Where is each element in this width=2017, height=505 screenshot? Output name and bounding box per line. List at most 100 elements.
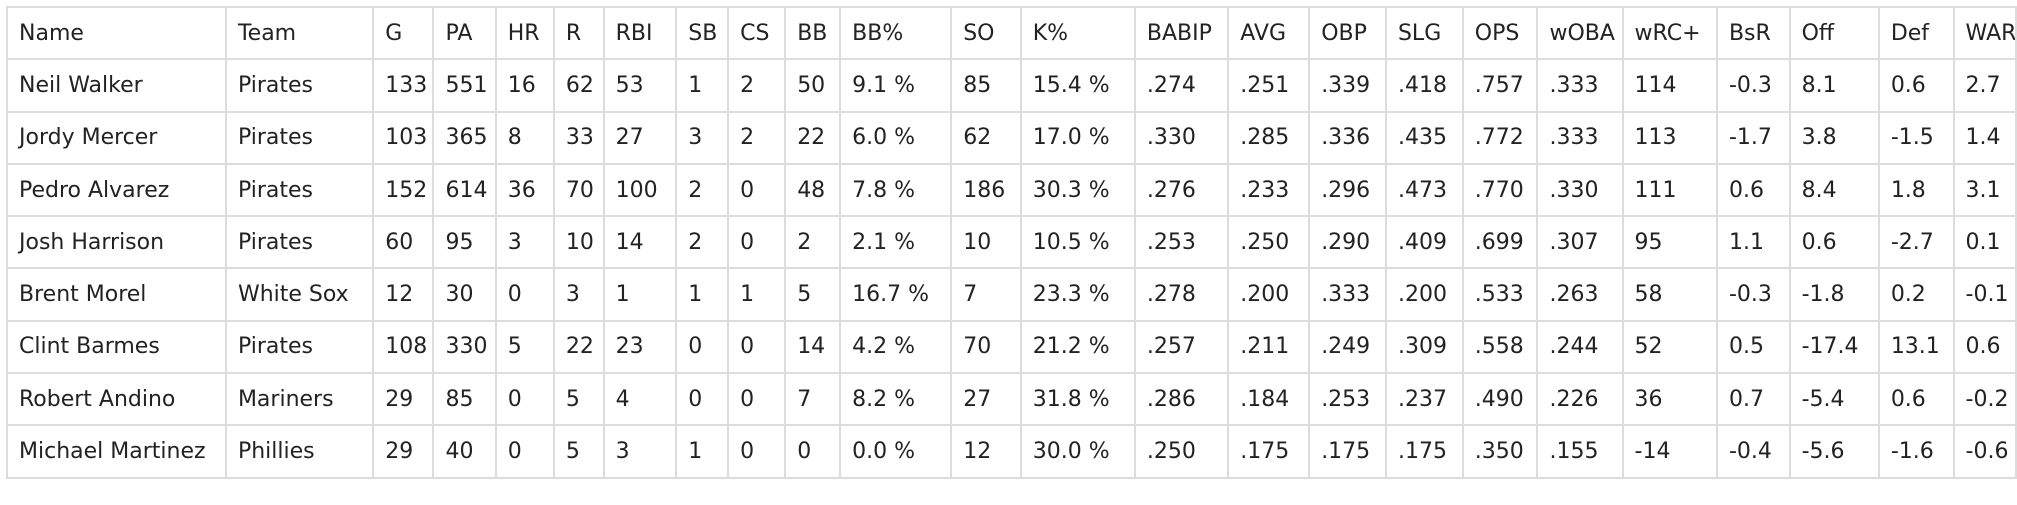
table-cell: .290 — [1308, 215, 1387, 270]
table-cell: .533 — [1461, 267, 1539, 322]
table-cell: .200 — [1384, 267, 1464, 322]
column-header[interactable]: wOBA — [1536, 5, 1624, 61]
table-cell: Pirates — [224, 319, 375, 375]
table-cell: 0 — [494, 372, 555, 427]
table-cell: 5 — [494, 319, 555, 375]
column-header[interactable]: SB — [675, 5, 730, 61]
table-cell: 6.0 % — [839, 110, 953, 165]
table-cell: 108 — [372, 319, 435, 375]
table-cell: .418 — [1384, 58, 1464, 113]
table-cell: .250 — [1133, 424, 1230, 479]
table-cell: 0.6 — [1952, 319, 2017, 375]
table-cell: 95 — [432, 215, 497, 270]
column-header[interactable]: PA — [432, 5, 497, 61]
table-cell: -2.7 — [1877, 215, 1955, 270]
column-header[interactable]: Name — [6, 5, 227, 61]
table-cell: 70 — [950, 319, 1022, 375]
header-row: Name Team G PA HR R RBI SB CS BB BB% SO K% BABIP AVG OB… — [6, 5, 2017, 61]
column-header[interactable]: Team — [224, 5, 375, 61]
table-cell: .253 — [1133, 215, 1230, 270]
table-cell: .336 — [1308, 110, 1387, 165]
table-cell: .330 — [1536, 162, 1624, 218]
table-cell: .249 — [1308, 319, 1387, 375]
table-cell: .244 — [1536, 319, 1624, 375]
table-cell: .251 — [1227, 58, 1311, 113]
column-header[interactable]: Def — [1877, 5, 1955, 61]
table-cell: -0.3 — [1715, 267, 1791, 322]
table-cell: 62 — [552, 58, 605, 113]
column-header[interactable]: BsR — [1715, 5, 1791, 61]
player-stats-table: Name Team G PA HR R RBI SB CS BB BB% SO K% BABIP AVG OB… — [6, 5, 2017, 479]
table-cell: .175 — [1227, 424, 1311, 479]
table-cell: 36 — [1621, 372, 1718, 427]
table-cell: 3 — [552, 267, 605, 322]
table-cell: 15.4 % — [1019, 58, 1136, 113]
column-header[interactable]: SO — [950, 5, 1022, 61]
table-cell: 0.0 % — [839, 424, 953, 479]
table-cell: .274 — [1133, 58, 1230, 113]
table-row: Clint Barmes Pirates 108 330 5 22 23 0 0 14 4.2 % 7… — [6, 319, 2017, 375]
table-cell: 551 — [432, 58, 497, 113]
column-header[interactable]: WAR — [1952, 5, 2017, 61]
table-row: Josh Harrison Pirates 60 95 3 10 14 2 0 2 2.1 % 10 1… — [6, 215, 2017, 270]
table-cell: 2 — [675, 215, 730, 270]
table-cell: -0.1 — [1952, 267, 2017, 322]
table-cell: .226 — [1536, 372, 1624, 427]
column-header[interactable]: BABIP — [1133, 5, 1230, 61]
column-header[interactable]: BB% — [839, 5, 953, 61]
column-header[interactable]: Off — [1788, 5, 1880, 61]
table-cell: Brent Morel — [6, 267, 227, 322]
column-header[interactable]: BB — [784, 5, 842, 61]
table-cell: .250 — [1227, 215, 1311, 270]
table-cell: -0.6 — [1952, 424, 2017, 479]
table-cell: 0 — [675, 372, 730, 427]
table-cell: 85 — [432, 372, 497, 427]
table-cell: -0.4 — [1715, 424, 1791, 479]
column-header[interactable]: CS — [727, 5, 787, 61]
table-cell: 95 — [1621, 215, 1718, 270]
table-cell: -1.7 — [1715, 110, 1791, 165]
table-cell: 100 — [602, 162, 678, 218]
table-cell: .339 — [1308, 58, 1387, 113]
table-cell: 3 — [675, 110, 730, 165]
column-header[interactable]: R — [552, 5, 605, 61]
table-cell: 1 — [727, 267, 787, 322]
table-cell: 0 — [727, 372, 787, 427]
column-header[interactable]: G — [372, 5, 435, 61]
table-cell: .435 — [1384, 110, 1464, 165]
table-cell: 30 — [432, 267, 497, 322]
table-cell: 614 — [432, 162, 497, 218]
column-header[interactable]: RBI — [602, 5, 678, 61]
column-header[interactable]: AVG — [1227, 5, 1311, 61]
table-cell: Neil Walker — [6, 58, 227, 113]
table-cell: 8.2 % — [839, 372, 953, 427]
column-header[interactable]: SLG — [1384, 5, 1464, 61]
table-cell: .757 — [1461, 58, 1539, 113]
table-cell: 0.6 — [1877, 372, 1955, 427]
table-cell: 2.7 — [1952, 58, 2017, 113]
table-cell: 103 — [372, 110, 435, 165]
table-cell: Pirates — [224, 110, 375, 165]
column-header[interactable]: K% — [1019, 5, 1136, 61]
column-header[interactable]: OPS — [1461, 5, 1539, 61]
table-cell: 48 — [784, 162, 842, 218]
table-cell: 52 — [1621, 319, 1718, 375]
table-cell: .257 — [1133, 319, 1230, 375]
column-header[interactable]: HR — [494, 5, 555, 61]
table-cell: 0.6 — [1715, 162, 1791, 218]
table-cell: 70 — [552, 162, 605, 218]
table-cell: 133 — [372, 58, 435, 113]
table-cell: .333 — [1536, 58, 1624, 113]
table-cell: 5 — [552, 372, 605, 427]
table-row: Robert Andino Mariners 29 85 0 5 4 0 0 7 8.2 % 27 31… — [6, 372, 2017, 427]
column-header[interactable]: OBP — [1308, 5, 1387, 61]
column-header[interactable]: wRC+ — [1621, 5, 1718, 61]
table-cell: White Sox — [224, 267, 375, 322]
table-cell: 1.4 — [1952, 110, 2017, 165]
table-cell: 22 — [784, 110, 842, 165]
table-cell: 14 — [602, 215, 678, 270]
table-cell: 114 — [1621, 58, 1718, 113]
table-cell: .263 — [1536, 267, 1624, 322]
table-cell: .233 — [1227, 162, 1311, 218]
table-cell: -17.4 — [1788, 319, 1880, 375]
